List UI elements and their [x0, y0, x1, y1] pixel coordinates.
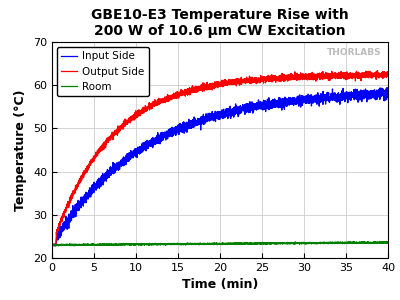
Output Side — [209, 88, 214, 91]
Line: Room: Room — [52, 242, 388, 246]
Output Side — [191, 88, 196, 92]
Room — [294, 242, 298, 245]
Room — [194, 242, 198, 245]
Output Side — [54, 244, 58, 247]
Output Side — [194, 87, 198, 90]
Output Side — [386, 70, 390, 74]
Room — [50, 243, 54, 247]
Room — [191, 242, 196, 246]
Legend: Input Side, Output Side, Room: Input Side, Output Side, Room — [57, 47, 149, 96]
Input Side — [50, 243, 54, 246]
Output Side — [359, 75, 364, 78]
Input Side — [294, 101, 298, 104]
Room — [386, 241, 390, 244]
Room — [72, 244, 76, 248]
Y-axis label: Temperature (°C): Temperature (°C) — [14, 89, 28, 211]
Output Side — [376, 74, 380, 78]
Input Side — [386, 94, 390, 98]
X-axis label: Time (min): Time (min) — [182, 278, 258, 291]
Output Side — [375, 69, 380, 73]
Room — [359, 240, 364, 244]
Room — [384, 240, 389, 243]
Input Side — [53, 244, 58, 248]
Line: Input Side: Input Side — [52, 88, 388, 246]
Room — [209, 242, 214, 246]
Line: Output Side: Output Side — [52, 71, 388, 246]
Output Side — [50, 243, 54, 247]
Input Side — [359, 96, 364, 99]
Input Side — [385, 86, 390, 89]
Input Side — [194, 121, 198, 125]
Title: GBE10-E3 Temperature Rise with
200 W of 10.6 μm CW Excitation: GBE10-E3 Temperature Rise with 200 W of … — [91, 8, 349, 38]
Input Side — [209, 115, 214, 118]
Input Side — [191, 125, 196, 128]
Input Side — [375, 93, 380, 97]
Output Side — [294, 77, 298, 81]
Text: THORLABS: THORLABS — [327, 49, 381, 58]
Room — [375, 241, 380, 244]
